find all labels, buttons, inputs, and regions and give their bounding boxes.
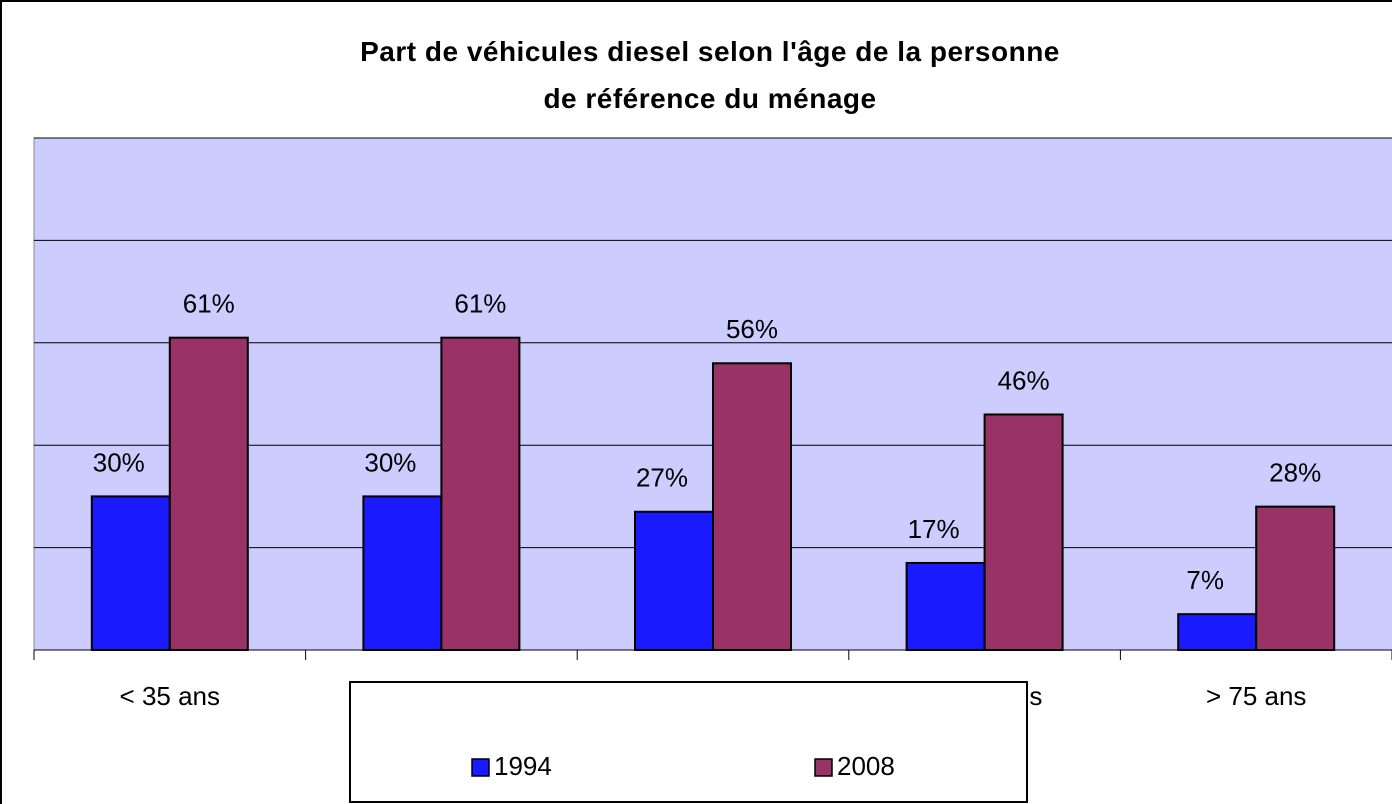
x-tick-label: < 35 ans <box>120 681 220 711</box>
legend-swatch <box>471 758 490 777</box>
chart-title: Part de véhicules diesel selon l'âge de … <box>360 36 1060 114</box>
value-label: 28% <box>1269 458 1321 488</box>
value-label: 61% <box>454 289 506 319</box>
legend-box <box>349 681 1028 803</box>
value-label: 30% <box>364 447 416 477</box>
bar <box>440 336 521 651</box>
legend-swatch <box>814 758 833 777</box>
bar <box>90 495 171 651</box>
value-label: 27% <box>636 463 688 493</box>
value-label: 17% <box>908 514 960 544</box>
bar <box>712 362 792 651</box>
value-label: 61% <box>183 289 235 319</box>
legend-label: 1994 <box>494 751 552 781</box>
bar <box>1177 613 1258 651</box>
bar <box>362 495 443 651</box>
legend-label: 2008 <box>837 751 895 781</box>
bar <box>168 336 249 651</box>
bar <box>634 510 714 652</box>
value-label: 30% <box>93 447 145 477</box>
x-tick-label: > 75 ans <box>1206 681 1306 711</box>
bar <box>983 413 1064 652</box>
value-label: 7% <box>1186 565 1224 595</box>
value-label: 46% <box>998 365 1050 395</box>
bar <box>1255 505 1336 652</box>
bar <box>905 561 986 652</box>
value-label: 56% <box>726 314 778 344</box>
